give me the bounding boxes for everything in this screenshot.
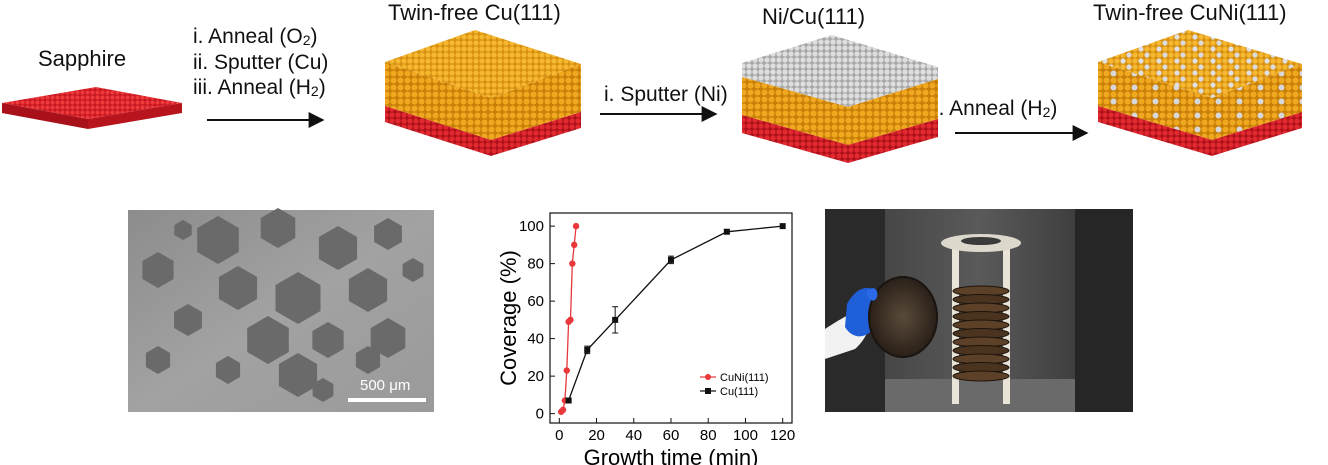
domain-hexagon	[278, 353, 318, 397]
data-point	[569, 260, 576, 267]
data-point	[668, 256, 674, 263]
domain-hexagon	[142, 252, 174, 288]
sapphire-block	[2, 87, 182, 129]
domain-hexagon	[312, 322, 344, 358]
step2-text: i. Sputter (Ni)	[604, 83, 728, 106]
domain-hexagon	[402, 258, 424, 282]
y-tick-label: 20	[527, 368, 544, 385]
step1-line1: i. Anneal (O2)	[193, 25, 318, 48]
wafer-photo	[825, 209, 1133, 412]
y-axis-label: Coverage (%)	[496, 250, 521, 386]
domain-hexagon	[197, 216, 239, 264]
stage-label-ni-cu: Ni/Cu(111)	[762, 4, 866, 29]
data-point	[723, 228, 730, 235]
domain-hexagon	[218, 266, 258, 310]
x-tick-label: 20	[588, 427, 605, 444]
domain-hexagon	[318, 226, 358, 270]
y-tick-label: 40	[527, 331, 544, 348]
x-tick-label: 40	[625, 427, 642, 444]
photo-image	[825, 209, 1133, 412]
scale-bar-label: 500 μm	[360, 377, 411, 394]
sem-micrograph: 500 μm	[128, 208, 434, 412]
legend-marker	[705, 388, 711, 394]
x-tick-label: 60	[663, 427, 680, 444]
x-tick-label: 80	[700, 427, 717, 444]
stage-label-twin-free-cuni: Twin-free CuNi(111)	[1093, 0, 1287, 25]
step3-text: i. Anneal (H2)	[934, 97, 1058, 120]
domain-hexagon	[374, 218, 402, 250]
domain-hexagon	[370, 318, 406, 358]
x-axis-label: Growth time (min)	[584, 445, 759, 465]
cuni-block	[1098, 30, 1302, 156]
data-point	[563, 367, 570, 374]
legend-label: CuNi(111)	[720, 372, 769, 384]
domain-hexagon	[355, 346, 381, 374]
data-point	[584, 346, 591, 353]
step1-text: i. Anneal (O2) ii. Sputter (Cu) iii. Ann…	[193, 24, 328, 101]
domain-hexagon	[247, 316, 289, 364]
step1-line2: ii. Sputter (Cu)	[193, 50, 329, 74]
y-tick-label: 100	[519, 218, 544, 235]
y-tick-label: 0	[536, 406, 544, 423]
data-point	[565, 397, 572, 404]
domain-hexagon	[174, 220, 192, 240]
stage-label-twin-free-cu: Twin-free Cu(111)	[388, 0, 561, 25]
legend-label: Cu(111)	[720, 386, 758, 398]
data-point	[612, 316, 619, 323]
domain-hexagon	[348, 268, 388, 312]
data-point	[571, 241, 578, 249]
domain-hexagon	[275, 272, 321, 324]
data-point	[559, 406, 567, 414]
domain-hexagon	[260, 208, 296, 248]
x-tick-label: 120	[770, 427, 795, 444]
domain-hexagon	[312, 378, 334, 402]
domain-hexagon	[174, 304, 202, 336]
step1-line3: iii. Anneal (H2)	[193, 76, 326, 100]
series-line-1	[567, 225, 783, 401]
micrograph-image	[128, 208, 434, 412]
legend-marker	[705, 374, 711, 380]
cu-block	[385, 30, 581, 156]
domain-hexagon	[215, 356, 241, 384]
stage-label-sapphire: Sapphire	[38, 46, 127, 71]
data-point	[572, 222, 580, 230]
domain-hexagon	[145, 346, 171, 374]
y-tick-label: 80	[527, 256, 544, 273]
ni-cu-block	[742, 35, 938, 163]
x-tick-label: 100	[733, 427, 758, 444]
y-tick-label: 60	[527, 293, 544, 310]
data-point	[567, 316, 574, 324]
data-point	[779, 223, 786, 230]
arrows-layer	[207, 106, 1089, 141]
x-tick-label: 0	[555, 427, 563, 444]
